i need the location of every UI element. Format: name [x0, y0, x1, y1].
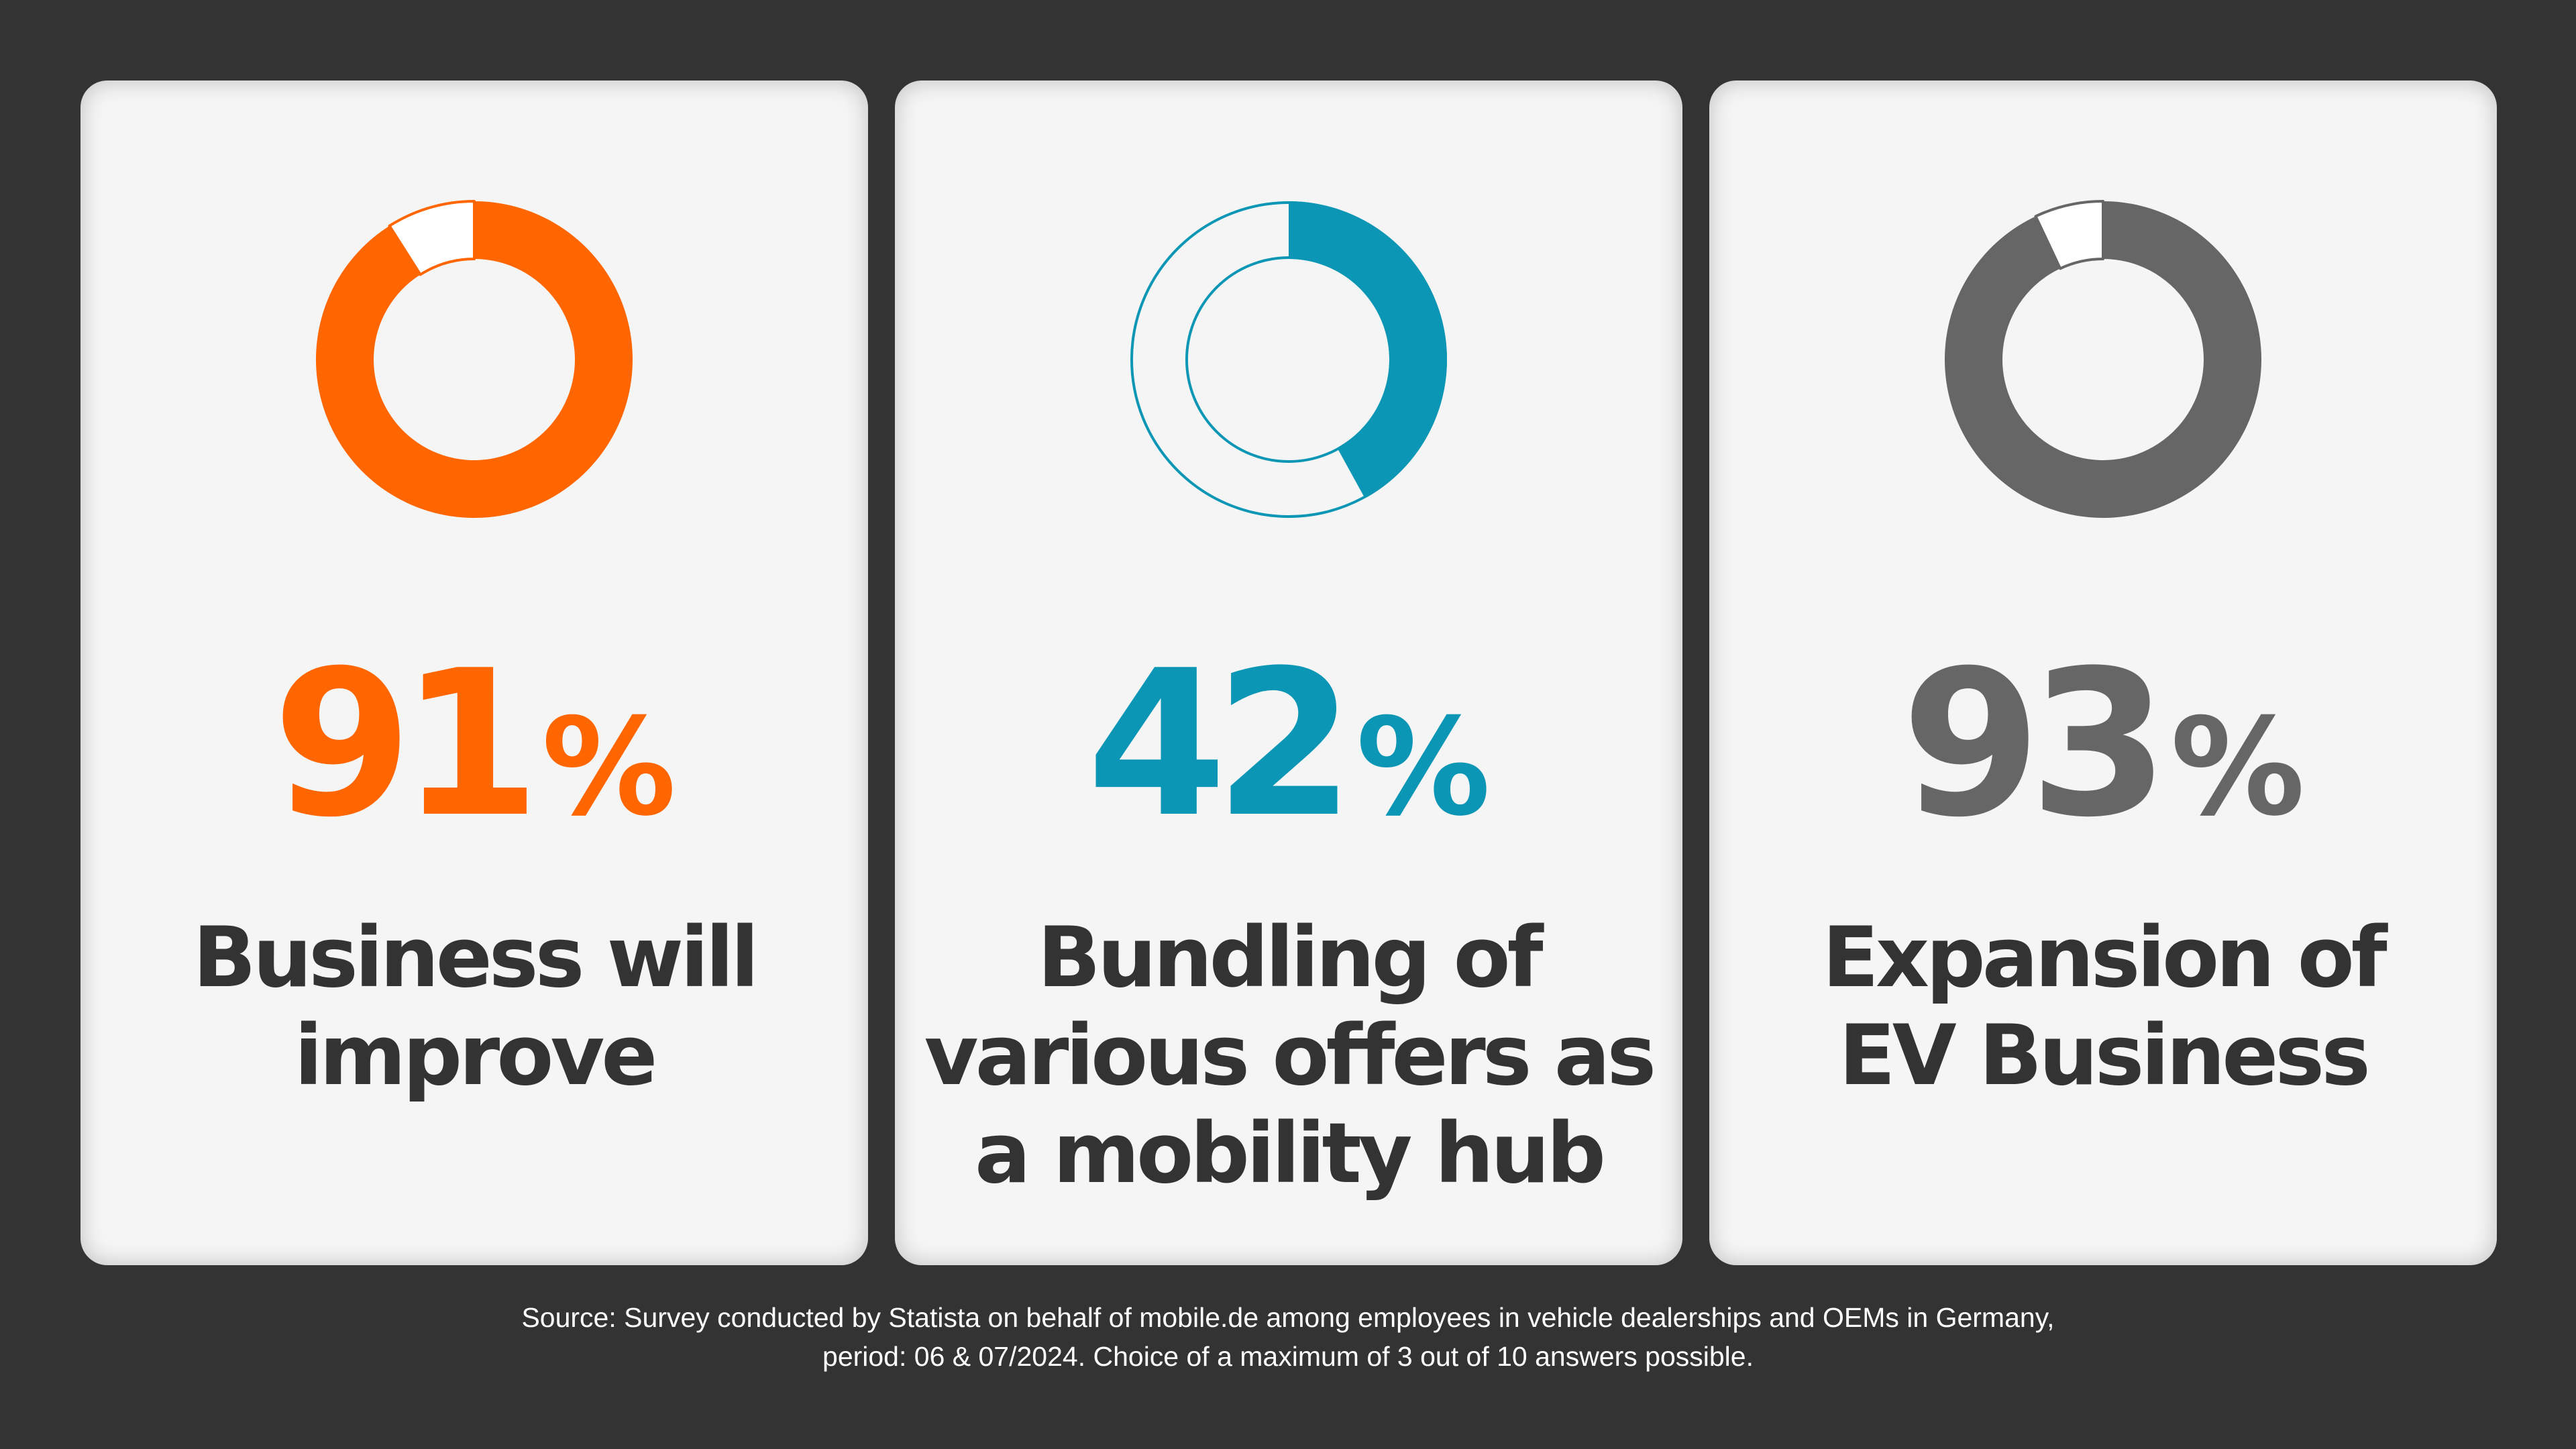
percent-sign: %: [2170, 690, 2305, 846]
donut-value-segment: [1945, 201, 2261, 518]
donut-remainder-segment: [388, 200, 476, 276]
stat-label-line: EV Business: [1839, 1008, 2371, 1104]
stat-label-line: Business will: [193, 910, 759, 1006]
stat-value: 42%: [895, 644, 1682, 872]
percent-sign: %: [1356, 690, 1491, 846]
stat-label: Bundling of various offers as a mobility…: [922, 909, 1656, 1203]
donut-value-segment: [316, 201, 633, 518]
source-line: period: 06 & 07/2024. Choice of a maximu…: [822, 1341, 1754, 1372]
donut-chart: [1942, 199, 2264, 521]
stat-label: Expansion of EV Business: [1736, 909, 2470, 1105]
stat-label-line: improve: [294, 1008, 658, 1104]
stat-value: 93%: [1709, 644, 2497, 872]
donut-remainder-segment: [2034, 200, 2104, 270]
donut-svg: [316, 200, 633, 518]
stat-number: 42: [1087, 627, 1355, 861]
stat-card-mobility-hub: 42% Bundling of various offers as a mobi…: [895, 80, 1682, 1265]
stat-label: Business will improve: [107, 909, 841, 1105]
stat-card-ev-business: 93% Expansion of EV Business: [1709, 80, 2497, 1265]
donut-svg: [1130, 201, 1447, 518]
donut-chart: [313, 199, 635, 521]
stat-label-line: Bundling of: [1037, 910, 1543, 1006]
stat-value: 91%: [80, 644, 868, 872]
percent-sign: %: [541, 690, 676, 846]
stat-label-line: Expansion of: [1822, 910, 2387, 1006]
source-line: Source: Survey conducted by Statista on …: [521, 1302, 2055, 1333]
stat-number: 93: [1901, 627, 2169, 861]
stat-card-business-improve: 91% Business will improve: [80, 80, 868, 1265]
stat-label-line: various offers as: [924, 1008, 1656, 1104]
source-note: Source: Survey conducted by Statista on …: [0, 1298, 2576, 1376]
stat-label-line: a mobility hub: [974, 1106, 1606, 1202]
donut-value-segment: [1289, 201, 1447, 498]
stat-number: 91: [272, 627, 541, 861]
donut-svg: [1945, 200, 2261, 518]
donut-chart: [1128, 199, 1450, 521]
